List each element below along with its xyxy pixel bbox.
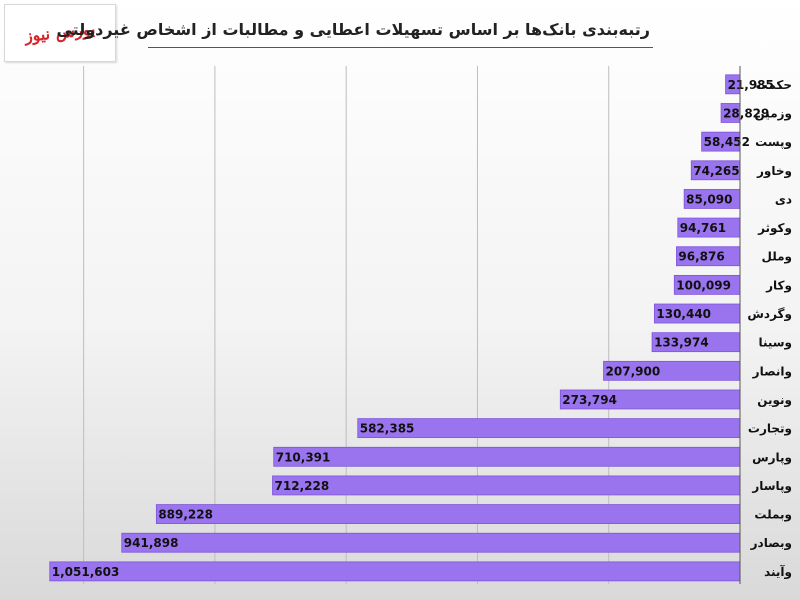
category-label: وکار [765, 278, 792, 293]
category-label: وتجارت [748, 422, 792, 437]
bar [49, 561, 741, 582]
category-label: وکوثر [757, 221, 792, 236]
data-label: 889,228 [158, 508, 213, 522]
data-label: 96,876 [678, 250, 724, 264]
category-label: حکمت [756, 78, 792, 92]
bar [121, 532, 741, 553]
bar [357, 418, 741, 439]
category-label: وزمین [755, 106, 793, 121]
category-label: ونوین [757, 393, 792, 408]
data-label: 273,794 [562, 393, 617, 407]
data-label: 21,985 [728, 78, 774, 92]
category-label: وخاور [756, 164, 792, 179]
data-label: 130,440 [656, 307, 711, 321]
data-label: 94,761 [680, 221, 726, 235]
data-label: 712,228 [275, 479, 330, 493]
data-label: 1,051,603 [52, 565, 120, 579]
category-label: وسینا [758, 336, 792, 351]
data-label: 207,900 [606, 364, 661, 378]
data-label: 582,385 [360, 422, 415, 436]
data-label: 28,829 [723, 106, 769, 120]
category-label: وپست [755, 135, 792, 150]
data-label: 133,974 [654, 336, 709, 350]
data-label: 74,265 [693, 164, 739, 178]
category-label: وپاسار [751, 479, 792, 494]
data-label: 58,452 [704, 135, 750, 149]
data-label: 710,391 [276, 450, 331, 464]
bar [272, 475, 741, 496]
category-label: وپارس [752, 450, 792, 465]
category-label: دی [775, 192, 792, 206]
category-label: وآیند [764, 564, 792, 580]
category-label: وانصار [752, 364, 792, 379]
data-label: 85,090 [686, 192, 732, 206]
data-label: 100,099 [676, 278, 731, 292]
category-label: وملل [762, 250, 793, 265]
category-label: وگردش [747, 307, 792, 322]
data-label: 941,898 [124, 536, 179, 550]
chart-title: رتبه‌بندی بانک‌ها بر اساس تسهیلات اعطایی… [56, 20, 650, 39]
category-label: وبصادر [750, 536, 792, 551]
bar [273, 446, 741, 467]
title-underline [148, 47, 653, 48]
bar [155, 504, 741, 524]
logo: بورس نیوز [4, 4, 116, 62]
category-label: وبملت [754, 508, 792, 523]
